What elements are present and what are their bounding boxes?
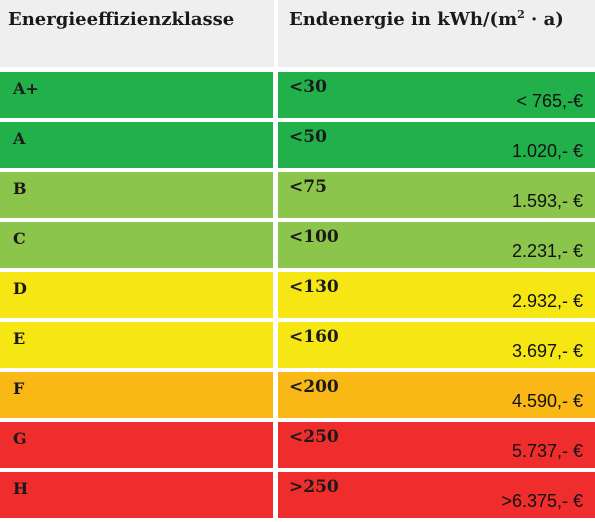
energy-threshold: <160 — [289, 327, 339, 347]
energy-class-label: A — [13, 129, 26, 148]
energy-threshold: <130 — [289, 277, 339, 297]
annual-cost: 1.593,- € — [511, 191, 583, 211]
energy-class-cell: E — [0, 322, 273, 368]
table-row: A+ <30 < 765,-€ — [0, 72, 595, 118]
energy-value-cell: <130 2.932,- € — [278, 272, 595, 318]
energy-value-cell: <75 1.593,- € — [278, 172, 595, 218]
annual-cost: 4.590,- € — [511, 391, 583, 411]
energy-threshold: <200 — [289, 377, 339, 397]
table-body: A+ <30 < 765,-€ A <50 1.020,- € B <75 1.593,- € C… — [0, 72, 595, 522]
table-row: A <50 1.020,- € — [0, 122, 595, 168]
energy-value-cell: <200 4.590,- € — [278, 372, 595, 418]
header-final-energy-label-end: · a) — [524, 9, 564, 30]
energy-class-label: G — [13, 429, 27, 448]
annual-cost: 3.697,- € — [511, 341, 583, 361]
header-final-energy-exponent: 2 — [517, 8, 525, 21]
energy-class-cell: H — [0, 472, 273, 518]
table-row: F <200 4.590,- € — [0, 372, 595, 418]
energy-class-cell: D — [0, 272, 273, 318]
annual-cost: 2.231,- € — [511, 241, 583, 261]
energy-class-cell: A+ — [0, 72, 273, 118]
energy-class-label: C — [13, 229, 26, 248]
energy-threshold: <100 — [289, 227, 339, 247]
energy-class-label: E — [13, 329, 26, 348]
energy-class-cell: C — [0, 222, 273, 268]
table-row: H >250 >6.375,- € — [0, 472, 595, 518]
energy-value-cell: >250 >6.375,- € — [278, 472, 595, 518]
table-row: B <75 1.593,- € — [0, 172, 595, 218]
annual-cost: >6.375,- € — [501, 491, 583, 511]
energy-value-cell: <160 3.697,- € — [278, 322, 595, 368]
energy-class-label: F — [13, 379, 25, 398]
energy-value-cell: <50 1.020,- € — [278, 122, 595, 168]
energy-class-cell: A — [0, 122, 273, 168]
table-row: D <130 2.932,- € — [0, 272, 595, 318]
energy-class-label: H — [13, 479, 29, 498]
energy-threshold: <30 — [289, 77, 327, 97]
annual-cost: < 765,-€ — [516, 91, 583, 111]
energy-threshold: <50 — [289, 127, 327, 147]
header-energy-class: Energieeffizienzklasse — [0, 0, 274, 67]
energy-value-cell: <30 < 765,-€ — [278, 72, 595, 118]
energy-class-cell: B — [0, 172, 273, 218]
table-row: E <160 3.697,- € — [0, 322, 595, 368]
table-row: G <250 5.737,- € — [0, 422, 595, 468]
table-row: C <100 2.231,- € — [0, 222, 595, 268]
header-final-energy-label: Endenergie in kWh/(m — [289, 9, 518, 30]
annual-cost: 5.737,- € — [511, 441, 583, 461]
energy-class-cell: F — [0, 372, 273, 418]
energy-value-cell: <250 5.737,- € — [278, 422, 595, 468]
energy-value-cell: <100 2.231,- € — [278, 222, 595, 268]
annual-cost: 1.020,- € — [511, 141, 583, 161]
energy-class-cell: G — [0, 422, 273, 468]
energy-class-label: D — [13, 279, 27, 298]
table-header: Energieeffizienzklasse Endenergie in kWh… — [0, 0, 595, 67]
energy-threshold: >250 — [289, 477, 339, 497]
energy-class-label: B — [13, 179, 27, 198]
header-energy-class-label: Energieeffizienzklasse — [8, 9, 235, 30]
energy-threshold: <250 — [289, 427, 339, 447]
energy-threshold: <75 — [289, 177, 327, 197]
energy-class-label: A+ — [13, 79, 39, 98]
annual-cost: 2.932,- € — [511, 291, 583, 311]
header-final-energy: Endenergie in kWh/(m2 · a) — [278, 0, 595, 67]
